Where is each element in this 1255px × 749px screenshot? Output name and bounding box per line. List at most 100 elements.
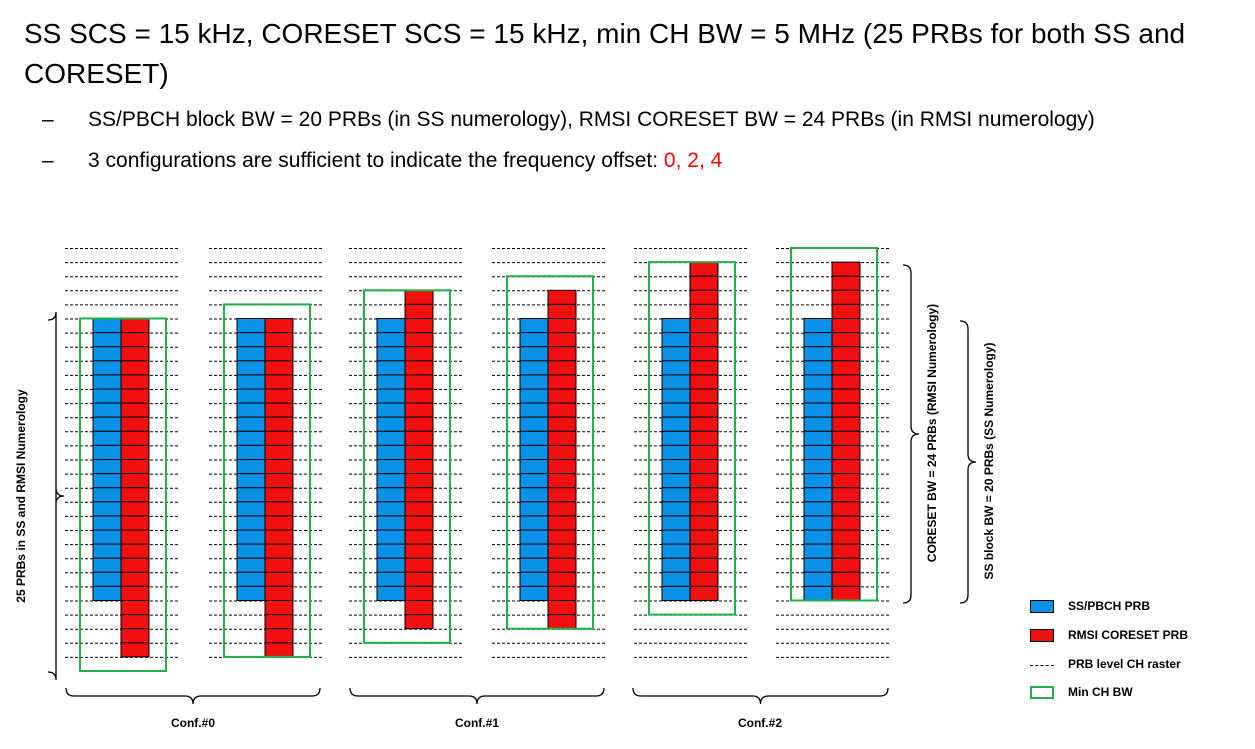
ss-pbch-prb <box>519 318 549 334</box>
rmsi-coreset-prb <box>264 318 294 334</box>
rmsi-coreset-prb <box>264 402 294 418</box>
conf-label-0: Conf.#0 <box>171 716 215 730</box>
rmsi-coreset-prb <box>547 430 577 446</box>
legend-item-rmsi-coreset-prb: RMSI CORESET PRB <box>1030 627 1250 647</box>
rmsi-coreset-prb <box>689 360 719 376</box>
rmsi-coreset-prb <box>689 459 719 475</box>
rmsi-coreset-prb <box>120 444 150 460</box>
min-ch-bw-box <box>790 247 878 602</box>
rmsi-coreset-prb <box>404 459 434 475</box>
rmsi-coreset-prb <box>547 543 577 559</box>
ss-pbch-prb <box>92 416 122 432</box>
ss-pbch-prb <box>661 360 691 376</box>
ss-pbch-prb <box>92 585 122 602</box>
conf-label-1: Conf.#1 <box>455 716 499 730</box>
ss-pbch-prb <box>376 318 406 334</box>
ss-pbch-prb <box>376 360 406 376</box>
ss-pbch-prb <box>803 332 833 348</box>
ss-pbch-prb <box>376 501 406 517</box>
ss-pbch-prb <box>92 501 122 517</box>
ss-pbch-prb <box>803 473 833 489</box>
ss-pbch-prb <box>236 374 266 390</box>
rmsi-coreset-prb <box>831 487 861 503</box>
rmsi-coreset-prb <box>831 346 861 362</box>
rmsi-coreset-prb <box>404 473 434 489</box>
ss-pbch-prb <box>661 571 691 587</box>
rmsi-coreset-prb <box>264 543 294 559</box>
ss-pbch-prb <box>236 473 266 489</box>
legend-label: SS/PBCH PRB <box>1068 599 1151 613</box>
rmsi-coreset-prb <box>547 402 577 418</box>
rmsi-coreset-prb <box>404 430 434 446</box>
ss-pbch-prb <box>376 430 406 446</box>
rmsi-coreset-prb <box>120 543 150 559</box>
rmsi-coreset-prb <box>120 628 150 644</box>
ss-pbch-prb <box>519 557 549 573</box>
configuration-brace <box>349 687 605 705</box>
rmsi-coreset-prb <box>831 585 861 602</box>
ss-pbch-prb <box>519 501 549 517</box>
rmsi-coreset-prb <box>831 374 861 390</box>
rmsi-coreset-prb <box>120 473 150 489</box>
ss-pbch-prb <box>661 430 691 446</box>
ss-pbch-prb <box>803 501 833 517</box>
rmsi-coreset-prb <box>831 275 861 291</box>
ss-pbch-prb <box>803 374 833 390</box>
rmsi-coreset-prb <box>404 444 434 460</box>
rmsi-coreset-prb <box>689 515 719 531</box>
rmsi-coreset-prb <box>264 430 294 446</box>
min-ch-bw-box <box>223 303 311 658</box>
rmsi-coreset-prb <box>689 473 719 489</box>
rmsi-coreset-prb <box>120 318 150 334</box>
rmsi-coreset-prb <box>547 501 577 517</box>
ss-pbch-prb <box>519 388 549 404</box>
rmsi-coreset-prb <box>831 473 861 489</box>
ss-pbch-prb <box>803 444 833 460</box>
ss-pbch-prb <box>803 515 833 531</box>
conf-label-2: Conf.#2 <box>738 716 782 730</box>
ss-pbch-prb <box>803 585 833 602</box>
bullet-text: SS/PBCH block BW = 20 PRBs (in SS numero… <box>88 108 1095 131</box>
configuration-brace <box>65 687 321 705</box>
rmsi-coreset-prb <box>547 303 577 319</box>
rmsi-coreset-prb <box>404 332 434 348</box>
ss-pbch-prb <box>661 444 691 460</box>
ss-pbch-prb <box>803 360 833 376</box>
rmsi-coreset-prb <box>120 388 150 404</box>
ss-pbch-prb <box>519 529 549 545</box>
ss-pbch-prb <box>376 515 406 531</box>
legend-swatch-min-bw <box>1030 686 1054 699</box>
ss-pbch-prb <box>92 515 122 531</box>
ss-pbch-prb <box>376 529 406 545</box>
rmsi-coreset-prb <box>547 529 577 545</box>
rmsi-coreset-prb <box>689 557 719 573</box>
ss-pbch-prb <box>519 332 549 348</box>
rmsi-coreset-prb <box>120 642 150 658</box>
rmsi-coreset-prb <box>831 303 861 319</box>
coreset-bw-label: CORESET BW = 24 PRBs (RMSI Numerology) <box>925 304 939 562</box>
rmsi-coreset-prb <box>689 501 719 517</box>
ss-pbch-prb <box>92 374 122 390</box>
rmsi-coreset-prb <box>831 459 861 475</box>
rmsi-coreset-prb <box>264 416 294 432</box>
ss-pbch-prb <box>519 459 549 475</box>
rmsi-coreset-prb <box>264 332 294 348</box>
rmsi-coreset-prb <box>264 600 294 616</box>
ss-pbch-prb <box>92 571 122 587</box>
ss-pbch-prb <box>376 416 406 432</box>
rmsi-coreset-prb <box>689 543 719 559</box>
ss-pbch-prb <box>519 360 549 376</box>
rmsi-coreset-prb <box>689 261 719 277</box>
ss-pbch-prb <box>376 402 406 418</box>
rmsi-coreset-prb <box>120 571 150 587</box>
rmsi-coreset-prb <box>689 275 719 291</box>
min-ch-bw-box <box>506 275 594 630</box>
slide-title: SS SCS = 15 kHz, CORESET SCS = 15 kHz, m… <box>24 18 1186 89</box>
rmsi-coreset-prb <box>831 360 861 376</box>
ss-pbch-prb <box>236 543 266 559</box>
legend-item-ss-pbch-prb: SS/PBCH PRB <box>1030 598 1250 618</box>
ss-pbch-prb <box>519 487 549 503</box>
rmsi-coreset-prb <box>831 543 861 559</box>
rmsi-coreset-prb <box>689 430 719 446</box>
ss-pbch-prb <box>803 318 833 334</box>
